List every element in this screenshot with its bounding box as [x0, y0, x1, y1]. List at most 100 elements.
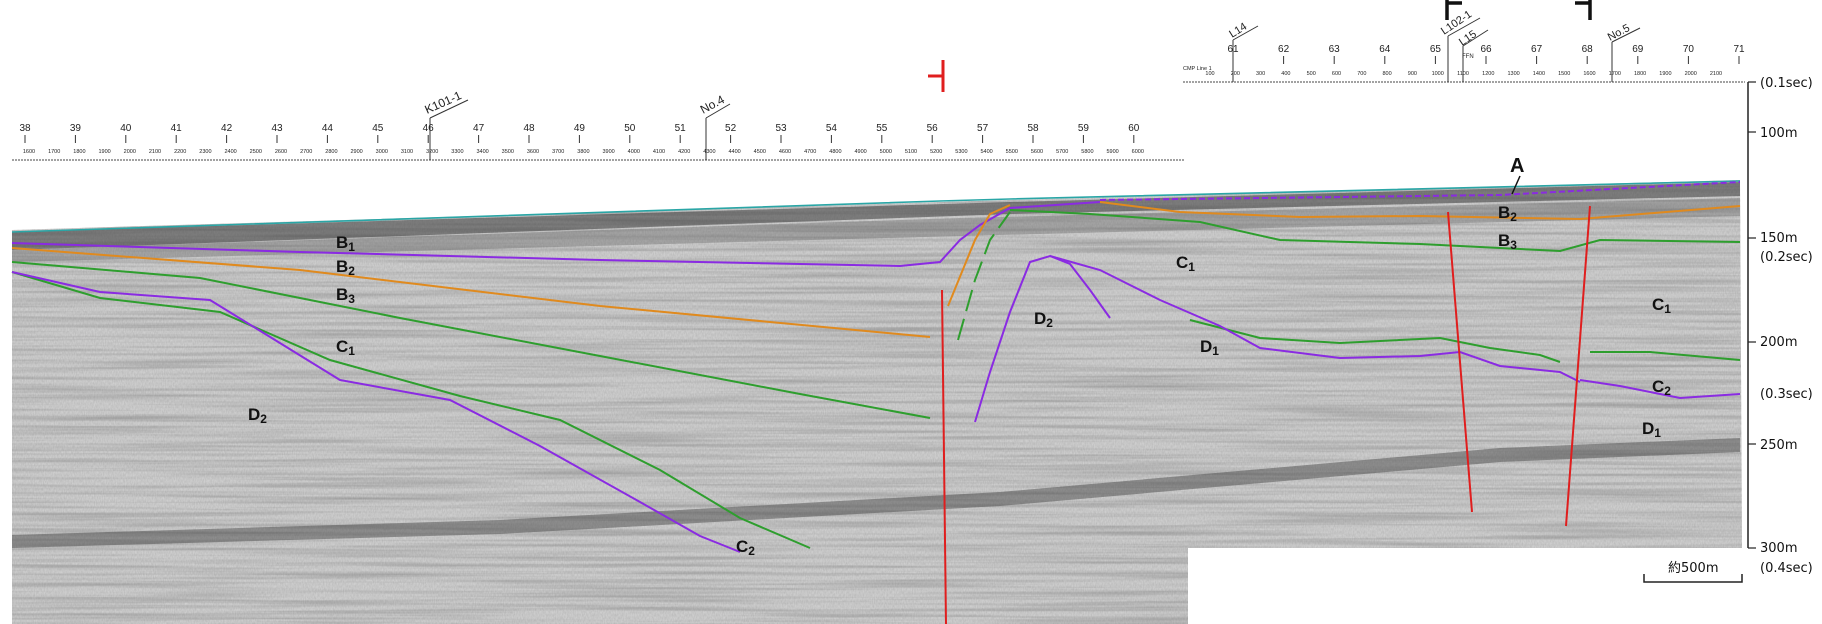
depth-axis: (0.1sec) 100m 150m (0.2sec) 200m (0.3sec… — [1747, 76, 1813, 576]
axis-number-55: 55 — [876, 123, 888, 134]
axis-cdp-2100: 2100 — [1710, 71, 1722, 77]
axis-cdp-4000: 4000 — [628, 149, 640, 155]
unit-label-b1-left: B1 — [336, 233, 355, 254]
axis-number-42: 42 — [221, 123, 233, 134]
unit-label-b2-left: B2 — [336, 257, 355, 278]
horizon-b3-right — [1009, 209, 1741, 253]
section-markers-black — [1445, 0, 1592, 20]
axis-cdp-3300: 3300 — [451, 149, 463, 155]
fault-1 — [941, 289, 947, 624]
axis-number-44: 44 — [322, 123, 334, 134]
axis-cdp-5800: 5800 — [1081, 149, 1093, 155]
horizon-c1-right — [1189, 319, 1561, 363]
axis-cdp-900: 900 — [1408, 71, 1417, 77]
axis-cdp-4800: 4800 — [829, 149, 841, 155]
fault-3 — [1565, 205, 1591, 527]
axis-cdp-2700: 2700 — [300, 149, 312, 155]
axis-number-69: 69 — [1632, 44, 1644, 55]
fault-2 — [1447, 211, 1473, 513]
axis-number-38: 38 — [19, 123, 31, 134]
depth-label-200m: 200m — [1760, 335, 1797, 350]
axis-number-58: 58 — [1027, 123, 1039, 134]
axis-number-46: 46 — [423, 123, 435, 134]
axis-cdp-700: 700 — [1357, 71, 1366, 77]
horizon-b2-fold — [947, 204, 1011, 307]
section-marker-red — [928, 60, 945, 92]
scale-bar: 約500m — [1643, 561, 1743, 583]
axis-cdp-1600: 1600 — [1583, 71, 1595, 77]
axis-cdp-1600: 1600 — [23, 149, 35, 155]
axis-cdp-4400: 4400 — [728, 149, 740, 155]
axis-cdp-300: 300 — [1256, 71, 1265, 77]
axis-cdp-5600: 5600 — [1031, 149, 1043, 155]
seismic-image — [12, 180, 1742, 624]
axis-cdp-3500: 3500 — [502, 149, 514, 155]
line-label-l14: L14 — [1227, 21, 1249, 41]
axis-number-39: 39 — [70, 123, 82, 134]
axis-number-70: 70 — [1683, 44, 1695, 55]
depth-label-0-4sec: (0.4sec) — [1760, 561, 1813, 576]
horizon-b2 — [11, 247, 931, 338]
axis-cdp-1700: 1700 — [1609, 71, 1621, 77]
unit-label-a: A — [1510, 155, 1524, 177]
axis-cdp-5400: 5400 — [980, 149, 992, 155]
axis-cdp-2400: 2400 — [224, 149, 236, 155]
axis-number-66: 66 — [1480, 44, 1492, 55]
axis-cdp-3100: 3100 — [401, 149, 413, 155]
horizon-d2-left — [11, 271, 741, 553]
axis-number-47: 47 — [473, 123, 485, 134]
axis-cdp-4600: 4600 — [779, 149, 791, 155]
station-label-no5: No.5 — [1606, 22, 1632, 44]
axis-cdp-2800: 2800 — [325, 149, 337, 155]
depth-label-0-1sec: (0.1sec) — [1760, 76, 1813, 91]
horizon-b3-fold — [957, 211, 1011, 341]
axis-cdp-1900: 1900 — [98, 149, 110, 155]
axis-cdp-800: 800 — [1383, 71, 1392, 77]
axis-cdp-200: 200 — [1231, 71, 1240, 77]
axis-number-40: 40 — [120, 123, 132, 134]
axis-cdp-3200: 3200 — [426, 149, 438, 155]
depth-label-0-3sec: (0.3sec) — [1760, 387, 1813, 402]
axis-cdp-4900: 4900 — [854, 149, 866, 155]
scale-bar-label: 約500m — [1668, 561, 1718, 576]
tick-axis-section-a: 38 39 40 41 42 43 44 45 46 47 48 49 50 51 52 53 54 55 56 57… — [12, 123, 1185, 161]
axis-cdp-4300: 4300 — [703, 149, 715, 155]
station-label-no4: No.4 — [698, 92, 727, 116]
axis-number-52: 52 — [725, 123, 737, 134]
axis-cdp-3900: 3900 — [602, 149, 614, 155]
axis-number-59: 59 — [1078, 123, 1090, 134]
axis-cdp-100: 100 — [1205, 71, 1214, 77]
unit-label-b3-left: B3 — [336, 285, 355, 306]
axis-number-68: 68 — [1582, 44, 1594, 55]
horizon-d1 — [1049, 255, 1581, 383]
axis-cdp-6000: 6000 — [1132, 149, 1144, 155]
unit-label-c1-right: C1 — [1652, 295, 1671, 316]
depth-label-150m: 150m — [1760, 231, 1797, 246]
axis-number-60: 60 — [1128, 123, 1140, 134]
horizon-d1-right — [1579, 379, 1741, 400]
axis-cdp-4700: 4700 — [804, 149, 816, 155]
horizon-b3 — [11, 261, 931, 419]
line-labels: K101-1 No.4 L14 L102-1 L15 No.5 CMP Line… — [423, 8, 1641, 160]
axis-cdp-1700: 1700 — [48, 149, 60, 155]
unit-label-d1-mid: D1 — [1200, 337, 1219, 358]
axis-cdp-2200: 2200 — [174, 149, 186, 155]
depth-label-0-2sec: (0.2sec) — [1760, 250, 1813, 265]
depth-label-250m: 250m — [1760, 438, 1797, 453]
axis-number-65: 65 — [1430, 44, 1442, 55]
axis-number-62: 62 — [1278, 44, 1290, 55]
horizon-c1-right2 — [1590, 351, 1741, 361]
axis-cdp-3600: 3600 — [527, 149, 539, 155]
axis-cdp-3800: 3800 — [577, 149, 589, 155]
axis-cdp-5900: 5900 — [1106, 149, 1118, 155]
axis-number-49: 49 — [574, 123, 586, 134]
axis-cdp-2900: 2900 — [350, 149, 362, 155]
depth-label-300m: 300m — [1760, 541, 1797, 556]
axis-cdp-2600: 2600 — [275, 149, 287, 155]
axis-cdp-3400: 3400 — [476, 149, 488, 155]
axis-number-43: 43 — [271, 123, 283, 134]
ffn-label: FFN — [1462, 54, 1474, 60]
axis-number-48: 48 — [523, 123, 535, 134]
axis-cdp-5000: 5000 — [880, 149, 892, 155]
